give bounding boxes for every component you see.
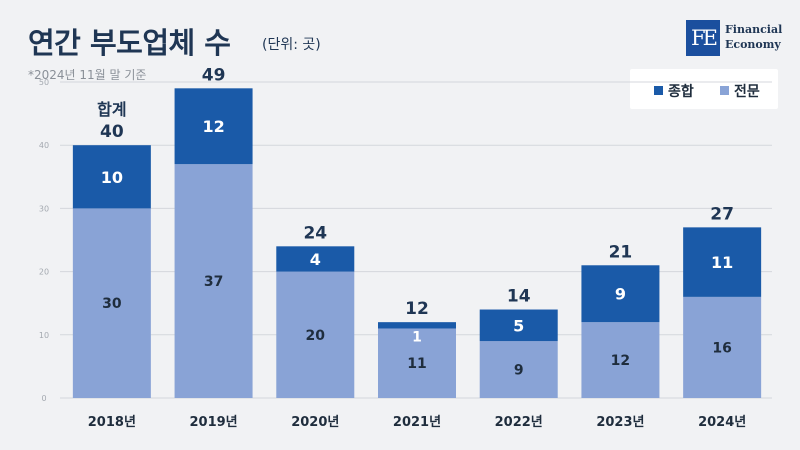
data-label-total: 14	[507, 287, 531, 307]
legend-label-general: 종합	[668, 84, 694, 100]
data-label-total: 24	[303, 223, 327, 243]
data-label-general: 9	[615, 285, 626, 304]
x-tick-label: 2019년	[189, 415, 237, 430]
bar-specialty	[378, 328, 456, 398]
x-tick-label: 2021년	[393, 415, 441, 430]
x-tick-label: 2024년	[698, 415, 746, 430]
x-tick-label: 2020년	[291, 415, 339, 430]
data-label-total: 12	[405, 299, 429, 319]
y-tick-label: 20	[39, 268, 49, 277]
logo-mark: FE	[686, 20, 720, 56]
x-tick-label: 2022년	[495, 415, 543, 430]
legend-swatch-specialty	[720, 86, 729, 95]
legend-swatch-general	[654, 86, 663, 95]
data-label-specialty: 37	[204, 274, 223, 290]
page-title: 연간 부도업체 수	[28, 26, 231, 60]
bar-specialty	[276, 271, 355, 398]
x-tick-label: 2023년	[596, 415, 644, 430]
y-tick-label: 30	[39, 204, 49, 213]
data-label-specialty: 30	[102, 296, 122, 312]
y-tick-label: 0	[41, 394, 46, 403]
data-label-general: 5	[513, 316, 524, 335]
data-label-general: 4	[310, 250, 321, 269]
legend-label-specialty: 전문	[734, 84, 760, 100]
x-tick-label: 2018년	[88, 415, 136, 430]
bar-general	[378, 322, 456, 329]
date-note: *2024년 11월 말 기준	[28, 68, 147, 82]
data-label-total: 27	[710, 204, 734, 224]
unit-label: (단위: 곳)	[262, 37, 321, 53]
data-label-total: 49	[202, 65, 226, 85]
bar-general	[479, 309, 558, 342]
financial-economy-logo: FE Financial Economy	[686, 20, 782, 58]
data-label-general: 11	[711, 253, 733, 272]
data-label-general: 1	[412, 329, 422, 345]
data-label-specialty: 11	[407, 356, 426, 372]
bar-general	[72, 145, 151, 209]
logo-line-2: Economy	[725, 38, 781, 51]
bar-general	[174, 88, 253, 165]
bar-specialty	[72, 208, 151, 398]
y-tick-label: 50	[39, 78, 49, 87]
legend-item-specialty: 전문	[720, 81, 760, 101]
bar-general	[683, 227, 762, 297]
total-caption: 합계	[97, 100, 126, 119]
data-label-specialty: 12	[611, 353, 630, 369]
data-label-general: 10	[101, 168, 123, 187]
data-label-specialty: 9	[514, 363, 524, 379]
bar-specialty	[581, 322, 660, 398]
data-label-total: 40	[100, 122, 124, 142]
bar-specialty	[174, 164, 253, 398]
y-tick-label: 40	[39, 141, 49, 150]
data-label-general: 12	[202, 117, 224, 136]
logo-wordmark: Financial Economy	[725, 22, 782, 52]
bar-specialty	[479, 341, 558, 398]
bar-general	[581, 265, 660, 323]
y-tick-label: 10	[39, 331, 49, 340]
bar-general	[276, 246, 355, 272]
data-label-specialty: 16	[712, 340, 731, 356]
bar-specialty	[683, 296, 762, 398]
data-label-specialty: 20	[306, 328, 326, 344]
logo-line-1: Financial	[725, 23, 783, 36]
legend-item-general: 종합	[654, 81, 694, 101]
chart-legend: 종합 전문	[630, 69, 778, 109]
data-label-total: 21	[609, 242, 633, 262]
